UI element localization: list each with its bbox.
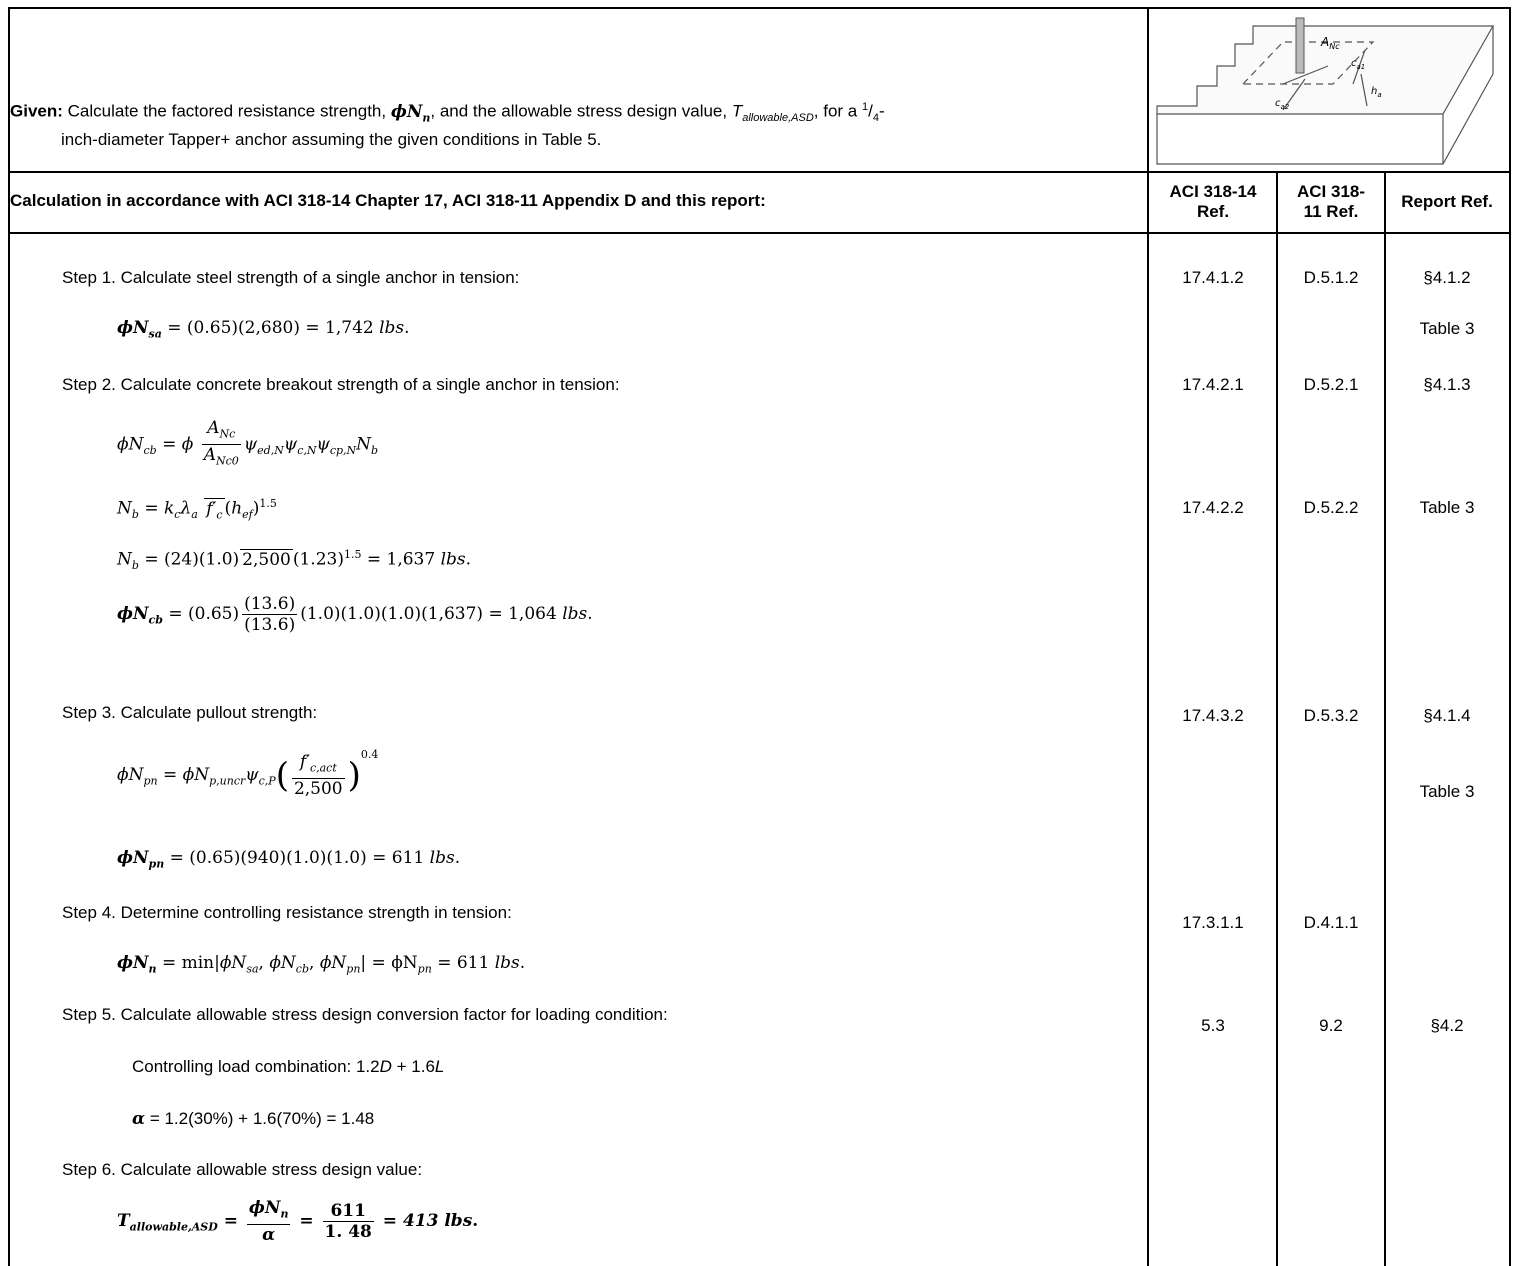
given-t-sub: allowable,ASD bbox=[742, 112, 814, 125]
ref-r2-c3: §4.1.3 bbox=[1423, 375, 1471, 394]
header-col3: Report Ref. bbox=[1401, 192, 1493, 211]
ref-r5-c2: 9.2 bbox=[1319, 1016, 1343, 1035]
header-col1: ACI 318-14 Ref. bbox=[1149, 182, 1277, 222]
given-phi-n: ϕN bbox=[390, 101, 423, 122]
table-border-top bbox=[8, 7, 1511, 9]
ref-r3-c1: 17.4.3.2 bbox=[1182, 706, 1244, 725]
label-anc: ANc bbox=[1320, 35, 1340, 51]
step-6: Step 6. Calculate allowable stress desig… bbox=[62, 1160, 423, 1179]
eq-alpha: α = 1.2(30%) + 1.6(70%) = 1.48 bbox=[132, 1109, 375, 1129]
given-t: T bbox=[731, 101, 743, 121]
given-line2: inch-diameter Tapper+ anchor assuming th… bbox=[61, 130, 602, 150]
column-divider-2 bbox=[1276, 171, 1278, 1266]
header-col1-l2: Ref. bbox=[1196, 202, 1230, 221]
header-col2: ACI 318- 11 Ref. bbox=[1278, 182, 1384, 222]
header-col2-l1: ACI 318- bbox=[1296, 182, 1366, 201]
ref-r1b-c3: Table 3 bbox=[1419, 319, 1475, 338]
load-combination: Controlling load combination: 1.2D + 1.6… bbox=[132, 1057, 445, 1076]
eq-phi-nn-calc: ϕNn = min|ϕNsa, ϕNcb, ϕNpn| = ϕNpn = 611… bbox=[117, 953, 526, 976]
header-main: Calculation in accordance with ACI 318-1… bbox=[10, 191, 766, 210]
table-border-right bbox=[1509, 7, 1511, 1266]
eq-t-allowable: Tallowable,ASD = ϕNn α = 611 1. 48 = 413 l… bbox=[117, 1198, 479, 1246]
ref-r5-c3: §4.2 bbox=[1430, 1016, 1464, 1035]
given-label: Given: bbox=[10, 101, 63, 121]
given-text-b: , and the allowable stress design value, bbox=[430, 101, 732, 121]
given-text-a: Calculate the factored resistance streng… bbox=[67, 101, 391, 121]
ref-r2-c1: 17.4.2.1 bbox=[1182, 375, 1244, 394]
eq-phi-nsa: ϕNsa = (0.65)(2,680) = 1,742 lbs. bbox=[117, 318, 410, 341]
ref-r3-c3: §4.1.4 bbox=[1423, 706, 1471, 725]
eq-phi-ncb-general: ϕNcb = ϕ ANc ANc0 ψed,Nψc,Nψcp,NNb bbox=[117, 418, 379, 468]
ref-r3-c2: D.5.3.2 bbox=[1303, 706, 1359, 725]
step-4: Step 4. Determine controlling resistance… bbox=[62, 903, 512, 922]
given-frac-num: 1 bbox=[861, 101, 869, 113]
given-statement: Given: Calculate the factored resistance… bbox=[10, 96, 1135, 151]
ref-r5-c1: 5.3 bbox=[1201, 1016, 1225, 1035]
eq-nb-general: Nb = kcλa f′c (hef)1.5 bbox=[117, 497, 277, 522]
ref-r2-c2: D.5.2.1 bbox=[1303, 375, 1359, 394]
ref-r4-c2: D.4.1.1 bbox=[1303, 913, 1359, 932]
eq-nb-calc: Nb = (24)(1.0) 2,500 (1.23)1.5 = 1,637 lbs… bbox=[117, 548, 472, 573]
column-divider-3 bbox=[1384, 171, 1386, 1266]
given-phi-n-sub: n bbox=[422, 111, 431, 125]
anchor-diagram: ANc ca1 ca2 ha bbox=[1156, 17, 1495, 165]
given-text-d: - bbox=[878, 101, 885, 121]
header-col2-l2: 11 Ref. bbox=[1303, 202, 1359, 221]
label-ca1: ca1 bbox=[1351, 58, 1365, 71]
table-border-header-top bbox=[8, 171, 1511, 173]
step-1: Step 1. Calculate steel strength of a si… bbox=[62, 268, 520, 287]
label-ca2: ca2 bbox=[1275, 98, 1290, 111]
ref-r1-c3: §4.1.2 bbox=[1423, 268, 1471, 287]
eq-phi-npn-general: ϕNpn = ϕNp,uncrψc,P(f′c,act 2,500)0.4 bbox=[117, 748, 379, 800]
ref-r2b-c3: Table 3 bbox=[1419, 498, 1475, 517]
step-5: Step 5. Calculate allowable stress desig… bbox=[62, 1005, 668, 1024]
ref-r1-c1: 17.4.1.2 bbox=[1182, 268, 1244, 287]
given-frac-den: 4 bbox=[872, 112, 879, 125]
ref-r4-c1: 17.3.1.1 bbox=[1182, 913, 1244, 932]
eq-phi-npn-calc: ϕNpn = (0.65)(940)(1.0)(1.0) = 611 lbs. bbox=[117, 848, 461, 871]
step-3: Step 3. Calculate pullout strength: bbox=[62, 703, 318, 722]
given-text-c: , for a bbox=[813, 101, 862, 121]
ref-r2b-c2: D.5.2.2 bbox=[1303, 498, 1359, 517]
column-divider-1 bbox=[1147, 7, 1149, 1266]
ref-r1-c2: D.5.1.2 bbox=[1303, 268, 1359, 287]
label-ha: ha bbox=[1371, 86, 1382, 99]
step-2: Step 2. Calculate concrete breakout stre… bbox=[62, 375, 620, 394]
eq-phi-ncb-calc: ϕNcb = (0.65) (13.6) (13.6) (1.0)(1.0)(1.0)… bbox=[117, 594, 593, 635]
ref-r2b-c1: 17.4.2.2 bbox=[1182, 498, 1244, 517]
ref-r3b-c3: Table 3 bbox=[1419, 782, 1475, 801]
anchor-bolt-icon bbox=[1295, 17, 1305, 74]
table-border-header-bottom bbox=[8, 232, 1511, 234]
table-border-left bbox=[8, 7, 10, 1266]
header-col1-l1: ACI 318-14 bbox=[1169, 182, 1257, 201]
